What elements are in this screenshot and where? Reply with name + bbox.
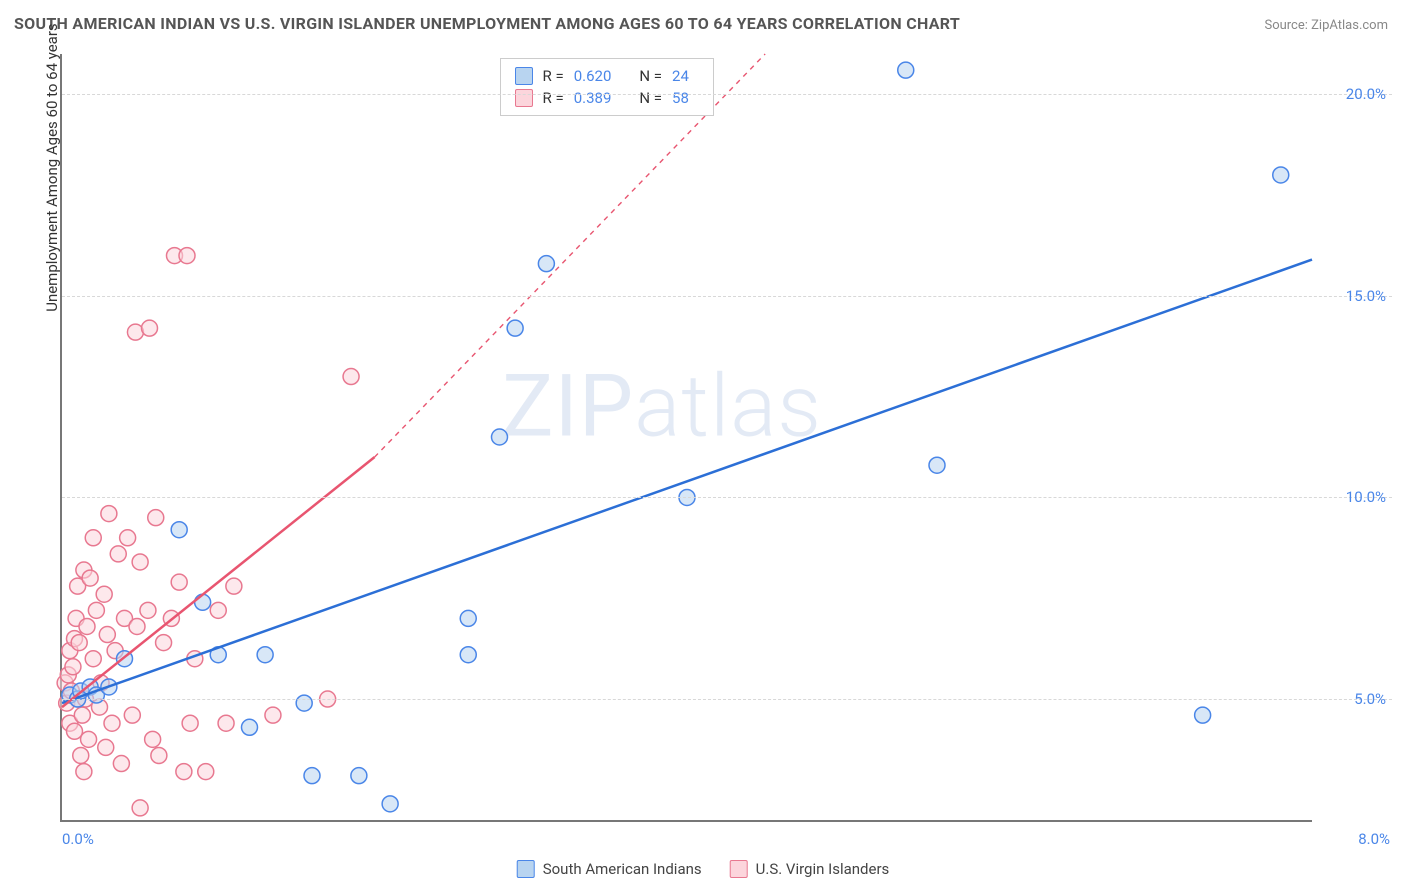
legend-label: South American Indians (543, 860, 702, 878)
source-attribution: Source: ZipAtlas.com (1264, 18, 1388, 33)
r-label: R = (543, 89, 564, 107)
legend-item-blue: South American Indians (517, 860, 702, 878)
chart-title: SOUTH AMERICAN INDIAN VS U.S. VIRGIN ISL… (14, 14, 960, 33)
scatter-svg (62, 54, 1312, 820)
swatch-pink-icon (515, 89, 533, 107)
y-axis-label: Unemployment Among Ages 60 to 64 years (43, 23, 61, 311)
y-tick-label: 5.0% (1354, 690, 1386, 708)
swatch-pink-icon (730, 860, 748, 878)
n-label: N = (639, 67, 662, 85)
plot-region: ZIPatlas R = 0.620 N = 24 R = 0.389 N = … (60, 54, 1312, 822)
legend-label: U.S. Virgin Islanders (756, 860, 890, 878)
n-label: N = (639, 89, 662, 107)
x-tick-label: 0.0% (62, 830, 94, 848)
stats-row-blue: R = 0.620 N = 24 (515, 65, 699, 87)
legend-item-pink: U.S. Virgin Islanders (730, 860, 890, 878)
r-label: R = (543, 67, 564, 85)
legend-bottom: South American Indians U.S. Virgin Islan… (517, 860, 890, 878)
correlation-stats-box: R = 0.620 N = 24 R = 0.389 N = 58 (500, 58, 714, 116)
y-tick-label: 20.0% (1346, 85, 1386, 103)
swatch-blue-icon (517, 860, 535, 878)
x-tick-label: 8.0% (1358, 830, 1390, 848)
y-tick-label: 10.0% (1346, 488, 1386, 506)
chart-area: Unemployment Among Ages 60 to 64 years Z… (48, 50, 1392, 844)
r-value-blue: 0.620 (574, 67, 612, 85)
r-value-pink: 0.389 (574, 89, 612, 107)
swatch-blue-icon (515, 67, 533, 85)
y-tick-label: 15.0% (1346, 287, 1386, 305)
n-value-pink: 58 (672, 89, 689, 107)
stats-row-pink: R = 0.389 N = 58 (515, 87, 699, 109)
n-value-blue: 24 (672, 67, 689, 85)
